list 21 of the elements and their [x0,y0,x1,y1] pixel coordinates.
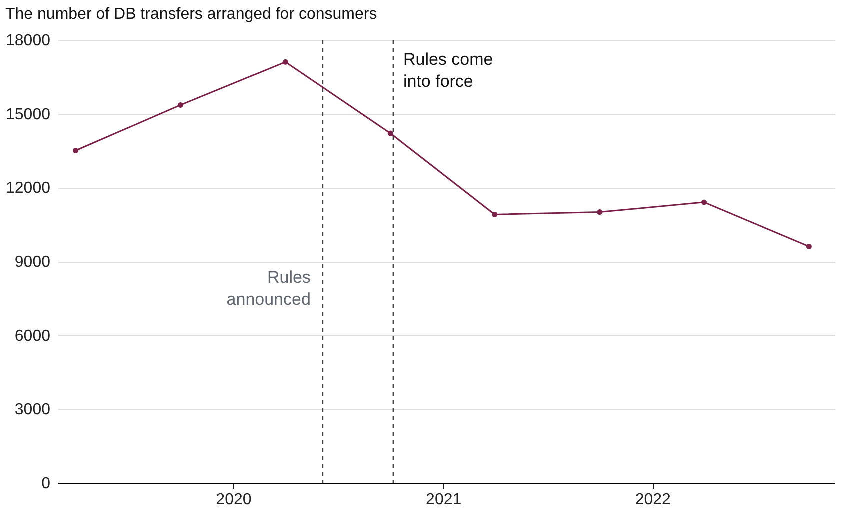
y-tick-label: 18000 [6,32,51,50]
chart-title: The number of DB transfers arranged for consumers [6,6,378,23]
point [492,212,498,218]
y-tick-label: 9000 [14,254,51,271]
point [282,59,288,65]
y-tick-label: 0 [42,476,51,492]
point [178,102,184,108]
ref-line-label: Rules announced [226,268,311,309]
x-tick-label: 2021 [426,492,462,508]
point [806,244,812,250]
x-tick-label: 2020 [216,492,252,508]
y-tick-label: 6000 [14,328,51,345]
ref-line-label: Rules come into force [403,50,494,91]
y-tick-label: 15000 [6,106,51,124]
point [73,148,79,154]
point [388,130,394,136]
point [702,200,707,206]
point [597,210,603,216]
y-tick-label: 3000 [14,402,51,419]
y-tick-label: 12000 [6,180,51,198]
x-tick-label: 2022 [635,492,672,508]
